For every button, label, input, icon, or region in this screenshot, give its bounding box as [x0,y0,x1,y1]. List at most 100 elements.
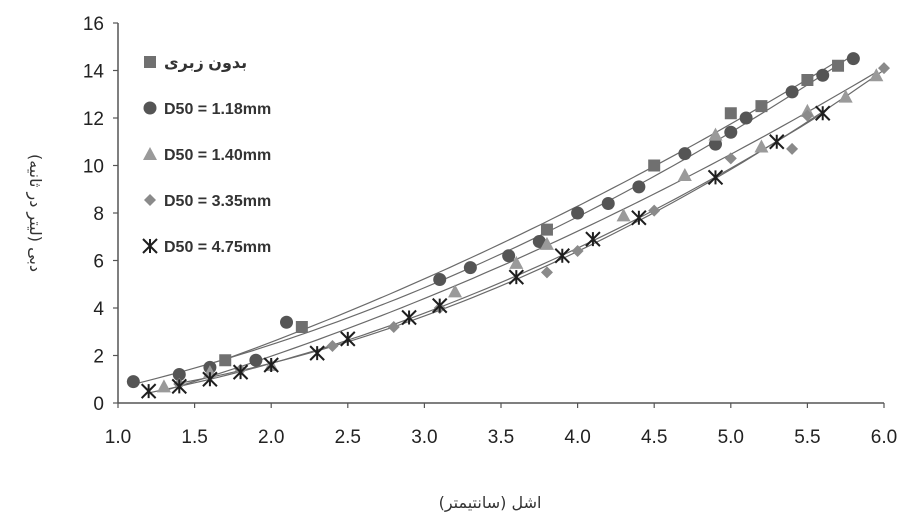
x-tick-label: 4.0 [564,427,590,448]
axes [117,23,884,404]
legend-marker-series-4 [144,194,156,206]
data-point-series-1 [832,59,845,72]
data-point-series-5 [769,134,785,150]
y-tick-label: 12 [83,109,104,130]
data-point-series-4 [786,142,799,155]
legend-label-series-4: D50 = 3.35mm [164,193,271,210]
data-point-series-1 [801,74,814,86]
data-point-series-3 [708,127,723,141]
data-point-series-2 [785,85,799,99]
data-point-series-4 [540,266,553,279]
y-tick-label: 2 [93,347,104,368]
y-tick-label: 6 [93,252,104,273]
trendlines [133,54,885,394]
data-point-series-3 [616,208,631,222]
data-point-series-5 [815,105,831,121]
data-point-series-5 [263,357,279,373]
legend: بدون زبری D50 = 1.18mm D50 = 1.40mm D50 = 3… [142,55,271,256]
trendline-series-1 [224,60,839,360]
data-point-series-5 [707,169,724,186]
y-tick-label: 10 [83,157,104,178]
data-point-series-5 [171,378,187,395]
data-point-series-1 [755,100,768,113]
x-tick-label: 4.5 [641,427,667,448]
data-point-series-5 [401,309,417,326]
data-point-series-2 [739,111,753,125]
legend-label-series-1: بدون زبری [164,55,247,72]
legend-marker-series-2 [143,101,157,115]
legend-marker-series-1 [144,56,156,68]
x-tick-label: 2.5 [335,427,361,448]
data-point-series-5 [631,210,647,226]
data-point-series-5 [140,383,157,399]
data-point-series-5 [585,231,601,247]
data-point-series-4 [648,204,661,217]
data-point-series-2 [532,235,546,248]
legend-label-series-2: D50 = 1.18mm [164,101,271,118]
legend-marker-series-5 [142,238,158,254]
data-point-series-4 [724,152,737,165]
legend-marker-series-3 [143,147,157,160]
data-point-series-2 [463,261,477,275]
data-point-series-1 [540,223,553,236]
x-tick-label: 5.0 [718,427,744,448]
x-tick-label: 3.0 [411,427,437,448]
data-point-series-3 [869,68,884,82]
x-tick-label: 6.0 [871,427,897,448]
data-point-series-4 [801,109,814,122]
y-tick-label: 0 [93,394,104,415]
data-point-series-2 [571,206,585,220]
y-tick-label: 4 [93,299,104,320]
data-point-series-3 [838,89,853,103]
data-point-series-2 [433,273,447,286]
x-tick-label: 1.0 [105,427,131,448]
data-point-series-2 [249,353,263,367]
data-point-series-4 [571,245,584,257]
data-point-series-3 [754,139,769,153]
data-point-series-2 [126,375,140,389]
data-point-series-2 [502,249,516,263]
data-point-series-4 [326,340,339,352]
data-point-series-1 [724,107,737,120]
data-point-series-3 [539,236,554,250]
data-point-series-5 [432,297,448,314]
data-point-series-2 [724,125,738,139]
data-point-series-2 [816,68,830,82]
data-point-series-5 [508,269,525,285]
data-point-series-1 [219,354,232,367]
x-tick-label: 2.0 [258,427,284,448]
data-point-series-5 [202,371,218,387]
data-point-series-2 [172,368,186,381]
x-tick-label: 3.5 [488,427,514,448]
data-point-series-5 [232,364,249,380]
data-point-series-3 [509,255,524,269]
data-point-series-2 [846,52,860,66]
y-tick-label: 14 [83,62,105,83]
legend-label-series-3: D50 = 1.40mm [164,147,271,164]
data-point-series-4 [387,321,400,333]
data-point-series-4 [878,62,890,75]
trendline-series-3 [163,71,877,392]
data-point-series-2 [678,147,692,161]
y-axis-ticks: 0 2 4 6 8 10 12 14 16 [83,14,118,415]
data-points [126,52,890,399]
data-point-series-3 [677,168,692,181]
x-axis-label: اشل (سانتیمتر) [439,493,542,513]
data-point-series-2 [601,197,615,210]
y-tick-label: 8 [93,204,104,225]
x-tick-label: 5.5 [794,427,820,448]
y-axis-label: دبی (لیتر در ثانیه) [25,154,45,272]
data-point-series-2 [280,315,294,329]
data-point-series-5 [340,331,356,347]
x-tick-label: 1.5 [181,427,207,448]
data-point-series-2 [632,180,646,194]
data-point-series-3 [156,379,171,393]
data-point-series-3 [448,284,463,298]
x-axis-ticks: 1.0 1.5 2.0 2.5 3.0 3.5 4.0 4.5 5.0 5.5 6.0 [105,403,897,448]
data-point-series-1 [648,159,661,172]
trendline-series-5 [148,112,824,394]
data-point-series-1 [295,321,308,333]
data-point-series-5 [554,248,570,264]
y-tick-label: 16 [83,14,104,35]
